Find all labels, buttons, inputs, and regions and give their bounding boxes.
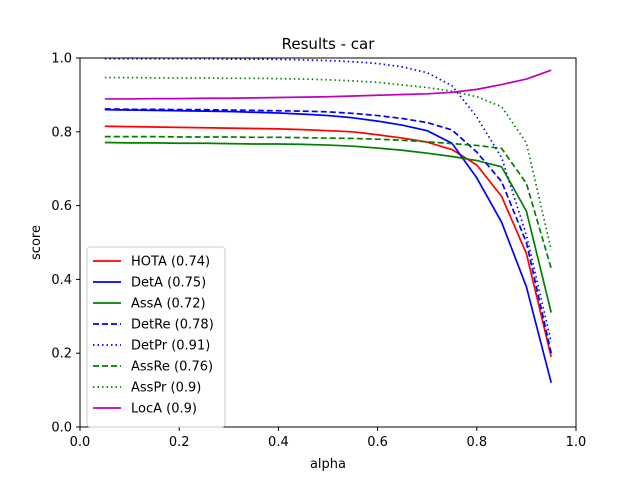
legend-label-detpr: DetPr (0.91): [131, 339, 210, 354]
series-line-deta: [104, 108, 553, 383]
y-tick-label: 1.0: [51, 52, 72, 67]
x-tick-label: 0.6: [367, 435, 388, 450]
x-tick-label: 0.8: [466, 435, 487, 450]
y-tick-label: 0.2: [51, 347, 72, 362]
legend: HOTA (0.74) DetA (0.75) AssA (0.72) DetRe (…: [86, 246, 226, 428]
chart-title: Results - car: [282, 35, 376, 53]
y-tick-label: 0.4: [51, 273, 72, 288]
legend-label-assa: AssA (0.72): [131, 297, 206, 312]
y-tick-label: 0.8: [51, 125, 72, 140]
x-tick-label: 0.4: [268, 435, 289, 450]
legend-box: [86, 246, 226, 428]
y-tick-label: 0.0: [51, 421, 72, 436]
plot-frame: [79, 57, 577, 428]
series-layer: [104, 57, 553, 383]
y-axis: 0.0 0.2 0.4 0.6 0.8 1.0: [51, 52, 80, 436]
legend-label-asspr: AssPr (0.9): [131, 381, 201, 396]
legend-label-assre: AssRe (0.76): [131, 360, 213, 375]
series-line-assre: [104, 135, 553, 269]
y-tick-label: 0.6: [51, 199, 72, 214]
y-axis-label: score: [29, 225, 44, 260]
legend-label-hota: HOTA (0.74): [131, 255, 210, 270]
legend-label-deta: DetA (0.75): [131, 276, 206, 291]
x-tick-label: 1.0: [566, 435, 587, 450]
x-tick-label: 0.0: [70, 435, 91, 450]
series-line-hota: [104, 125, 553, 358]
series-line-loca: [104, 69, 552, 100]
series-line-detre: [104, 108, 553, 354]
legend-label-detre: DetRe (0.78): [131, 318, 214, 333]
x-tick-label: 0.2: [169, 435, 190, 450]
legend-label-loca: LocA (0.9): [131, 402, 197, 417]
x-axis: 0.0 0.2 0.4 0.6 0.8 1.0: [70, 427, 587, 450]
x-axis-label: alpha: [310, 457, 346, 472]
series-line-assa: [104, 141, 553, 313]
